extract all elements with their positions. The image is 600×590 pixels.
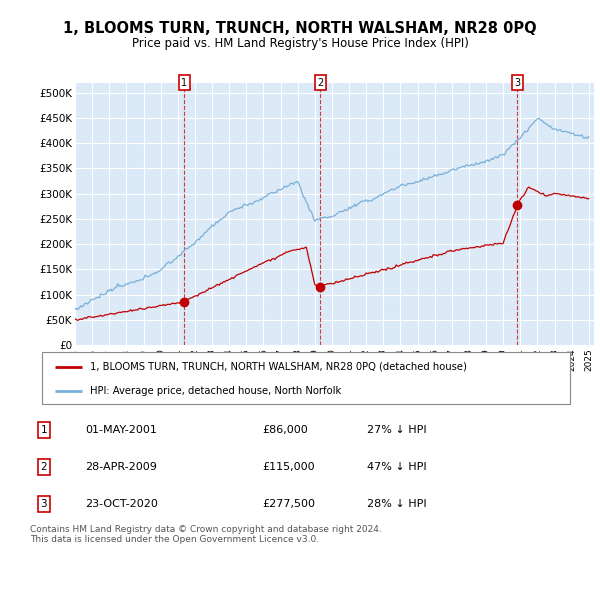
Text: Contains HM Land Registry data © Crown copyright and database right 2024.
This d: Contains HM Land Registry data © Crown c… — [30, 525, 382, 545]
Text: £86,000: £86,000 — [262, 425, 308, 435]
Text: 47% ↓ HPI: 47% ↓ HPI — [367, 462, 427, 472]
Text: HPI: Average price, detached house, North Norfolk: HPI: Average price, detached house, Nort… — [89, 386, 341, 396]
Text: 28-APR-2009: 28-APR-2009 — [85, 462, 157, 472]
Text: 1, BLOOMS TURN, TRUNCH, NORTH WALSHAM, NR28 0PQ (detached house): 1, BLOOMS TURN, TRUNCH, NORTH WALSHAM, N… — [89, 362, 466, 372]
Text: 27% ↓ HPI: 27% ↓ HPI — [367, 425, 427, 435]
Text: 1: 1 — [181, 78, 187, 87]
Text: 1, BLOOMS TURN, TRUNCH, NORTH WALSHAM, NR28 0PQ: 1, BLOOMS TURN, TRUNCH, NORTH WALSHAM, N… — [63, 21, 537, 35]
Text: £115,000: £115,000 — [262, 462, 314, 472]
Text: 23-OCT-2020: 23-OCT-2020 — [85, 499, 158, 509]
Text: 01-MAY-2001: 01-MAY-2001 — [85, 425, 157, 435]
Text: £277,500: £277,500 — [262, 499, 315, 509]
Text: 3: 3 — [40, 499, 47, 509]
FancyBboxPatch shape — [42, 352, 570, 404]
Text: 2: 2 — [40, 462, 47, 472]
Text: 2: 2 — [317, 78, 323, 87]
Text: 28% ↓ HPI: 28% ↓ HPI — [367, 499, 427, 509]
Text: 3: 3 — [514, 78, 520, 87]
Text: 1: 1 — [40, 425, 47, 435]
Text: Price paid vs. HM Land Registry's House Price Index (HPI): Price paid vs. HM Land Registry's House … — [131, 37, 469, 50]
